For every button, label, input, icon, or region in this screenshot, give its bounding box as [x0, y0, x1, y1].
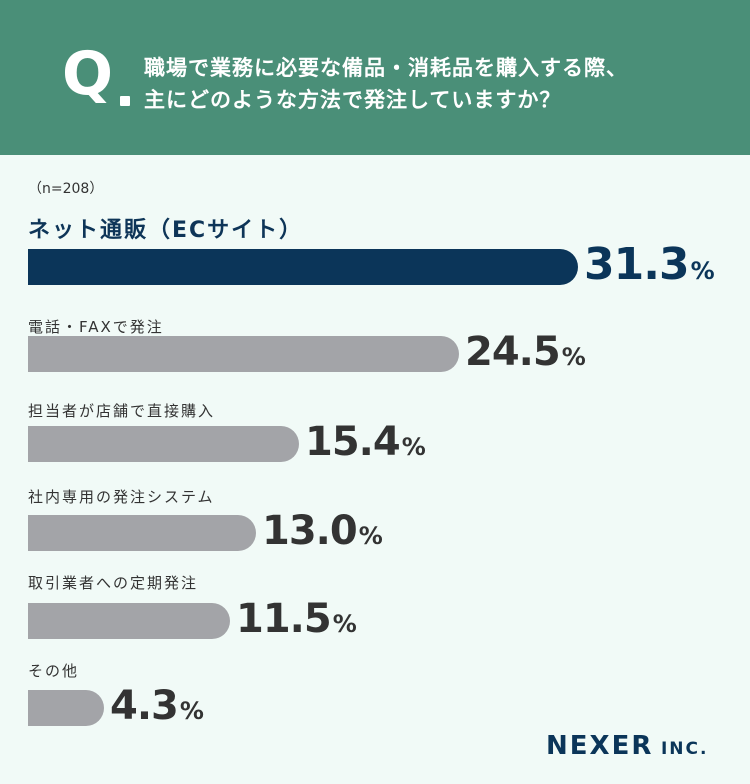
- value-unit-1: %: [690, 257, 715, 285]
- bar-6: [28, 690, 104, 726]
- value-unit-4: %: [358, 522, 383, 550]
- category-label-6: その他: [28, 662, 80, 680]
- logo-main: NEXER: [546, 731, 654, 761]
- bar-1: [28, 249, 578, 285]
- q-mark: Q: [62, 39, 114, 109]
- question-line-1: 職場で業務に必要な備品・消耗品を購入する際、: [144, 56, 628, 80]
- value-label-6: 4.3%: [110, 686, 204, 726]
- value-number-4: 13.0: [262, 508, 358, 554]
- question-header: Q 職場で業務に必要な備品・消耗品を購入する際、 主にどのような方法で発注してい…: [0, 0, 750, 155]
- value-unit-3: %: [401, 433, 426, 461]
- bar-5: [28, 603, 230, 639]
- value-unit-5: %: [332, 610, 357, 638]
- value-label-5: 11.5%: [236, 599, 357, 639]
- q-mark-dot: [120, 96, 130, 106]
- category-label-5: 取引業者への定期発注: [28, 574, 199, 592]
- value-number-3: 15.4: [305, 419, 401, 465]
- nexer-logo: NEXER INC.: [546, 731, 708, 761]
- value-label-3: 15.4%: [305, 422, 426, 462]
- value-number-5: 11.5: [236, 596, 332, 642]
- bar-2: [28, 336, 459, 372]
- category-label-2: 電話・FAXで発注: [28, 318, 164, 336]
- value-number-2: 24.5: [465, 329, 561, 375]
- value-unit-6: %: [179, 697, 204, 725]
- logo-suffix: INC.: [660, 739, 709, 759]
- value-number-6: 4.3: [110, 683, 179, 729]
- category-label-3: 担当者が店舗で直接購入: [28, 402, 216, 420]
- value-unit-2: %: [561, 343, 586, 371]
- question-line-2: 主にどのような方法で発注していますか？: [144, 88, 562, 112]
- value-label-2: 24.5%: [465, 332, 586, 372]
- bar-4: [28, 515, 256, 551]
- sample-size: （n=208）: [28, 181, 104, 197]
- category-label-4: 社内専用の発注システム: [28, 488, 215, 506]
- category-label-1: ネット通販（ECサイト）: [28, 218, 304, 243]
- value-label-4: 13.0%: [262, 511, 383, 551]
- question-text: 職場で業務に必要な備品・消耗品を購入する際、 主にどのような方法で発注しています…: [144, 52, 734, 116]
- bar-3: [28, 426, 299, 462]
- value-label-1: 31.3%: [584, 243, 715, 287]
- value-number-1: 31.3: [584, 239, 690, 290]
